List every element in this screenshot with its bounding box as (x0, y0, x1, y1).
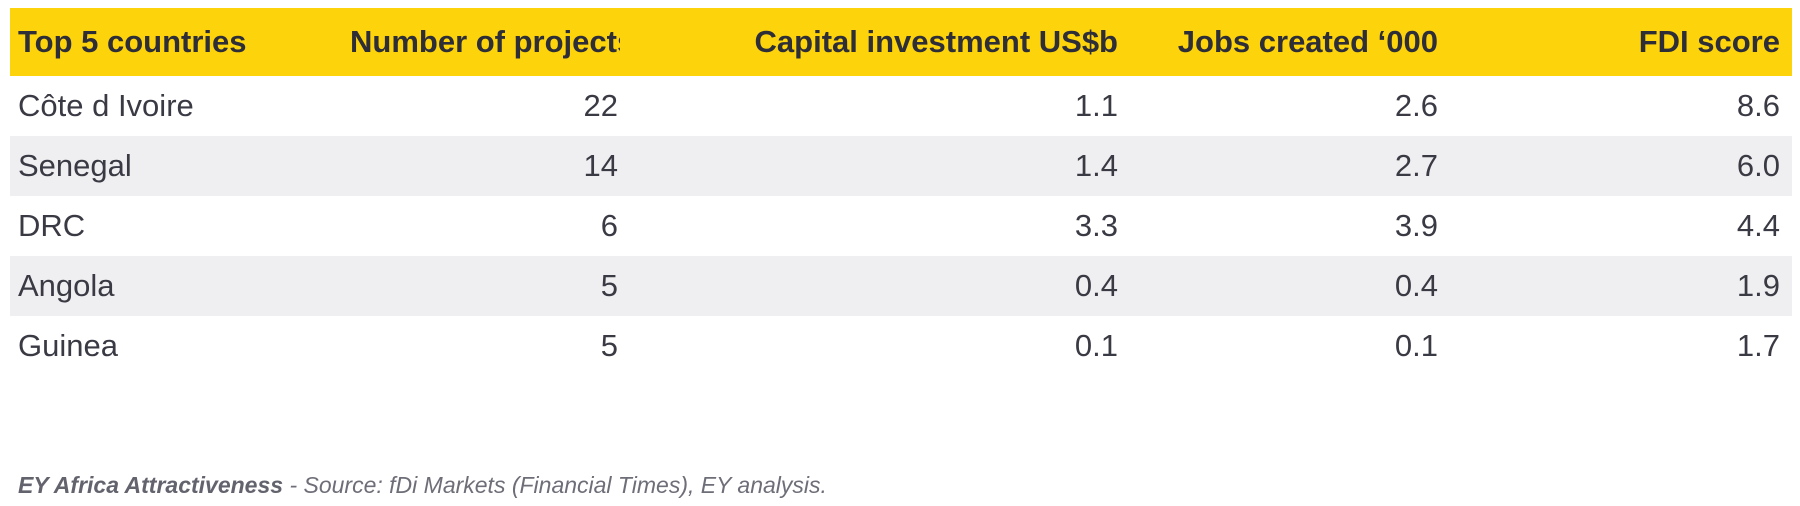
cell-projects: 22 (583, 88, 618, 123)
cell-capital: 1.4 (1074, 148, 1118, 183)
cell-projects: 5 (600, 328, 618, 363)
cell-fdi: 8.6 (1736, 88, 1780, 123)
cell-country: Angola (18, 268, 115, 303)
source-text: - Source: fDi Markets (Financial Times),… (283, 472, 827, 498)
cell-fdi: 4.4 (1736, 208, 1780, 243)
fdi-top5-table: Top 5 countries Number of projects Capit… (10, 8, 1792, 376)
table-row-senegal: Senegal 14 1.4 2.7 6.0 (10, 136, 1792, 196)
cell-jobs: 0.4 (1394, 268, 1438, 303)
cell-country: Guinea (18, 328, 118, 363)
cell-projects: 5 (600, 268, 618, 303)
cell-country: Côte d Ivoire (18, 88, 194, 123)
table-row-angola: Angola 5 0.4 0.4 1.9 (10, 256, 1792, 316)
cell-capital: 3.3 (1074, 208, 1118, 243)
column-header-fdi-score: FDI score (1440, 8, 1792, 76)
column-header-top-5-countries: Top 5 countries (10, 8, 350, 76)
cell-capital: 0.4 (1074, 268, 1118, 303)
cell-country: Senegal (18, 148, 132, 183)
source-attribution: EY Africa Attractiveness - Source: fDi M… (18, 472, 1800, 499)
cell-country: DRC (18, 208, 86, 243)
table-row-drc: DRC 6 3.3 3.9 4.4 (10, 196, 1792, 256)
fdi-top5-table-container: Top 5 countries Number of projects Capit… (10, 8, 1792, 376)
table-header-row: Top 5 countries Number of projects Capit… (10, 8, 1792, 76)
source-title: EY Africa Attractiveness (18, 472, 284, 498)
cell-capital: 0.1 (1074, 328, 1118, 363)
column-header-capital-investment: Capital investment US$b (620, 8, 1120, 76)
table-row-guinea: Guinea 5 0.1 0.1 1.7 (10, 316, 1792, 376)
column-header-number-of-projects: Number of projects (350, 8, 620, 76)
table-row-cote-d-ivoire: Côte d Ivoire 22 1.1 2.6 8.6 (10, 76, 1792, 136)
cell-jobs: 2.6 (1394, 88, 1438, 123)
cell-jobs: 0.1 (1394, 328, 1438, 363)
cell-fdi: 6.0 (1736, 148, 1780, 183)
cell-jobs: 2.7 (1394, 148, 1438, 183)
cell-fdi: 1.7 (1736, 328, 1780, 363)
cell-capital: 1.1 (1074, 88, 1118, 123)
column-header-jobs-created: Jobs created ‘000 (1120, 8, 1440, 76)
cell-projects: 6 (600, 208, 618, 243)
cell-fdi: 1.9 (1736, 268, 1780, 303)
cell-jobs: 3.9 (1394, 208, 1438, 243)
cell-projects: 14 (583, 148, 618, 183)
